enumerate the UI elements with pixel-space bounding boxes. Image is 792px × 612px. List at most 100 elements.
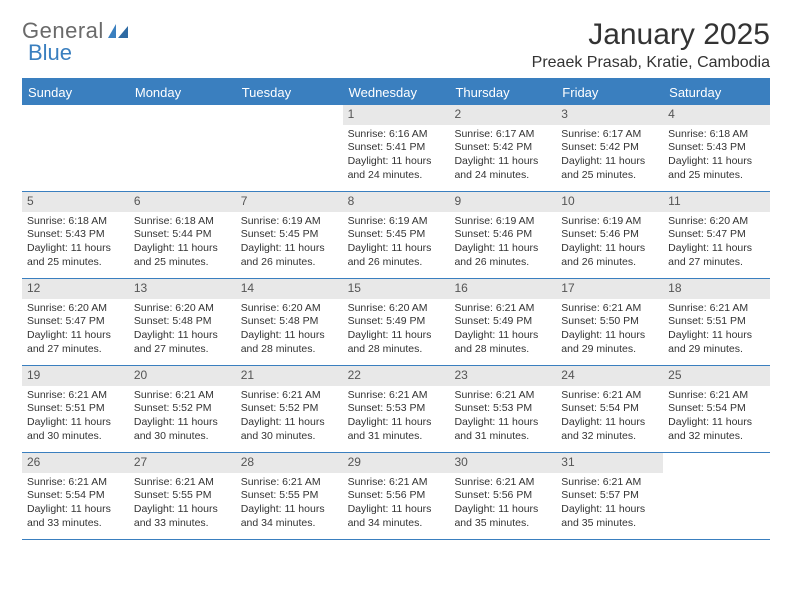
day-number: 13 bbox=[129, 279, 236, 299]
empty-cell bbox=[22, 105, 129, 191]
daylight-line: Daylight: 11 hours and 34 minutes. bbox=[348, 503, 445, 530]
day-info: Sunrise: 6:21 AMSunset: 5:56 PMDaylight:… bbox=[449, 473, 556, 536]
sunset-line: Sunset: 5:43 PM bbox=[27, 228, 124, 242]
sunrise-line: Sunrise: 6:20 AM bbox=[668, 215, 765, 229]
month-title: January 2025 bbox=[532, 18, 770, 52]
day-number: 27 bbox=[129, 453, 236, 473]
daylight-line: Daylight: 11 hours and 33 minutes. bbox=[134, 503, 231, 530]
day-cell: 20Sunrise: 6:21 AMSunset: 5:52 PMDayligh… bbox=[129, 366, 236, 452]
day-number: 23 bbox=[449, 366, 556, 386]
day-info: Sunrise: 6:21 AMSunset: 5:55 PMDaylight:… bbox=[236, 473, 343, 536]
sunset-line: Sunset: 5:48 PM bbox=[241, 315, 338, 329]
weekday-tue: Tuesday bbox=[236, 80, 343, 105]
empty-cell bbox=[129, 105, 236, 191]
day-cell: 25Sunrise: 6:21 AMSunset: 5:54 PMDayligh… bbox=[663, 366, 770, 452]
day-info: Sunrise: 6:18 AMSunset: 5:44 PMDaylight:… bbox=[129, 212, 236, 275]
sunset-line: Sunset: 5:47 PM bbox=[668, 228, 765, 242]
sunrise-line: Sunrise: 6:21 AM bbox=[561, 389, 658, 403]
day-info: Sunrise: 6:19 AMSunset: 5:46 PMDaylight:… bbox=[556, 212, 663, 275]
day-number: 18 bbox=[663, 279, 770, 299]
day-cell: 23Sunrise: 6:21 AMSunset: 5:53 PMDayligh… bbox=[449, 366, 556, 452]
sunset-line: Sunset: 5:52 PM bbox=[134, 402, 231, 416]
daylight-line: Daylight: 11 hours and 25 minutes. bbox=[134, 242, 231, 269]
sunrise-line: Sunrise: 6:18 AM bbox=[134, 215, 231, 229]
day-info: Sunrise: 6:21 AMSunset: 5:57 PMDaylight:… bbox=[556, 473, 663, 536]
header: General January 2025 Preaek Prasab, Krat… bbox=[22, 18, 770, 72]
day-info: Sunrise: 6:19 AMSunset: 5:46 PMDaylight:… bbox=[449, 212, 556, 275]
sunrise-line: Sunrise: 6:21 AM bbox=[241, 389, 338, 403]
daylight-line: Daylight: 11 hours and 25 minutes. bbox=[27, 242, 124, 269]
day-number: 1 bbox=[343, 105, 450, 125]
day-info: Sunrise: 6:19 AMSunset: 5:45 PMDaylight:… bbox=[343, 212, 450, 275]
sunset-line: Sunset: 5:54 PM bbox=[561, 402, 658, 416]
daylight-line: Daylight: 11 hours and 31 minutes. bbox=[348, 416, 445, 443]
day-info: Sunrise: 6:17 AMSunset: 5:42 PMDaylight:… bbox=[556, 125, 663, 188]
sunrise-line: Sunrise: 6:20 AM bbox=[348, 302, 445, 316]
sunset-line: Sunset: 5:54 PM bbox=[27, 489, 124, 503]
daylight-line: Daylight: 11 hours and 28 minutes. bbox=[454, 329, 551, 356]
day-cell: 17Sunrise: 6:21 AMSunset: 5:50 PMDayligh… bbox=[556, 279, 663, 365]
day-cell: 29Sunrise: 6:21 AMSunset: 5:56 PMDayligh… bbox=[343, 453, 450, 539]
sunset-line: Sunset: 5:49 PM bbox=[348, 315, 445, 329]
day-cell: 13Sunrise: 6:20 AMSunset: 5:48 PMDayligh… bbox=[129, 279, 236, 365]
daylight-line: Daylight: 11 hours and 26 minutes. bbox=[454, 242, 551, 269]
daylight-line: Daylight: 11 hours and 32 minutes. bbox=[668, 416, 765, 443]
week-row: 5Sunrise: 6:18 AMSunset: 5:43 PMDaylight… bbox=[22, 192, 770, 279]
sunset-line: Sunset: 5:51 PM bbox=[668, 315, 765, 329]
sunset-line: Sunset: 5:46 PM bbox=[561, 228, 658, 242]
day-number: 24 bbox=[556, 366, 663, 386]
day-cell: 9Sunrise: 6:19 AMSunset: 5:46 PMDaylight… bbox=[449, 192, 556, 278]
sunrise-line: Sunrise: 6:18 AM bbox=[27, 215, 124, 229]
day-number: 4 bbox=[663, 105, 770, 125]
day-number: 28 bbox=[236, 453, 343, 473]
sunrise-line: Sunrise: 6:21 AM bbox=[454, 476, 551, 490]
day-info: Sunrise: 6:21 AMSunset: 5:54 PMDaylight:… bbox=[556, 386, 663, 449]
daylight-line: Daylight: 11 hours and 33 minutes. bbox=[27, 503, 124, 530]
day-cell: 5Sunrise: 6:18 AMSunset: 5:43 PMDaylight… bbox=[22, 192, 129, 278]
empty-cell bbox=[236, 105, 343, 191]
daylight-line: Daylight: 11 hours and 31 minutes. bbox=[454, 416, 551, 443]
daylight-line: Daylight: 11 hours and 35 minutes. bbox=[454, 503, 551, 530]
day-number: 17 bbox=[556, 279, 663, 299]
day-info: Sunrise: 6:20 AMSunset: 5:48 PMDaylight:… bbox=[236, 299, 343, 362]
daylight-line: Daylight: 11 hours and 28 minutes. bbox=[348, 329, 445, 356]
sunrise-line: Sunrise: 6:21 AM bbox=[454, 389, 551, 403]
sunset-line: Sunset: 5:53 PM bbox=[348, 402, 445, 416]
sunset-line: Sunset: 5:47 PM bbox=[27, 315, 124, 329]
day-cell: 8Sunrise: 6:19 AMSunset: 5:45 PMDaylight… bbox=[343, 192, 450, 278]
day-info: Sunrise: 6:21 AMSunset: 5:52 PMDaylight:… bbox=[236, 386, 343, 449]
day-info: Sunrise: 6:21 AMSunset: 5:51 PMDaylight:… bbox=[663, 299, 770, 362]
weekday-sun: Sunday bbox=[22, 80, 129, 105]
day-cell: 16Sunrise: 6:21 AMSunset: 5:49 PMDayligh… bbox=[449, 279, 556, 365]
day-number: 7 bbox=[236, 192, 343, 212]
sunrise-line: Sunrise: 6:21 AM bbox=[134, 476, 231, 490]
day-info: Sunrise: 6:21 AMSunset: 5:51 PMDaylight:… bbox=[22, 386, 129, 449]
week-row: 19Sunrise: 6:21 AMSunset: 5:51 PMDayligh… bbox=[22, 366, 770, 453]
sunrise-line: Sunrise: 6:21 AM bbox=[348, 476, 445, 490]
daylight-line: Daylight: 11 hours and 25 minutes. bbox=[668, 155, 765, 182]
sunset-line: Sunset: 5:54 PM bbox=[668, 402, 765, 416]
day-cell: 7Sunrise: 6:19 AMSunset: 5:45 PMDaylight… bbox=[236, 192, 343, 278]
sunrise-line: Sunrise: 6:19 AM bbox=[241, 215, 338, 229]
day-number: 10 bbox=[556, 192, 663, 212]
day-cell: 1Sunrise: 6:16 AMSunset: 5:41 PMDaylight… bbox=[343, 105, 450, 191]
sunrise-line: Sunrise: 6:18 AM bbox=[668, 128, 765, 142]
day-cell: 11Sunrise: 6:20 AMSunset: 5:47 PMDayligh… bbox=[663, 192, 770, 278]
day-number: 11 bbox=[663, 192, 770, 212]
day-cell: 2Sunrise: 6:17 AMSunset: 5:42 PMDaylight… bbox=[449, 105, 556, 191]
day-cell: 30Sunrise: 6:21 AMSunset: 5:56 PMDayligh… bbox=[449, 453, 556, 539]
sunset-line: Sunset: 5:43 PM bbox=[668, 141, 765, 155]
daylight-line: Daylight: 11 hours and 26 minutes. bbox=[348, 242, 445, 269]
sunrise-line: Sunrise: 6:21 AM bbox=[348, 389, 445, 403]
day-number: 26 bbox=[22, 453, 129, 473]
day-info: Sunrise: 6:18 AMSunset: 5:43 PMDaylight:… bbox=[22, 212, 129, 275]
sunset-line: Sunset: 5:46 PM bbox=[454, 228, 551, 242]
sunset-line: Sunset: 5:50 PM bbox=[561, 315, 658, 329]
day-cell: 26Sunrise: 6:21 AMSunset: 5:54 PMDayligh… bbox=[22, 453, 129, 539]
sunrise-line: Sunrise: 6:21 AM bbox=[561, 302, 658, 316]
daylight-line: Daylight: 11 hours and 24 minutes. bbox=[348, 155, 445, 182]
sunset-line: Sunset: 5:55 PM bbox=[134, 489, 231, 503]
calendar: Sunday Monday Tuesday Wednesday Thursday… bbox=[22, 78, 770, 540]
sunrise-line: Sunrise: 6:21 AM bbox=[27, 389, 124, 403]
day-info: Sunrise: 6:20 AMSunset: 5:49 PMDaylight:… bbox=[343, 299, 450, 362]
